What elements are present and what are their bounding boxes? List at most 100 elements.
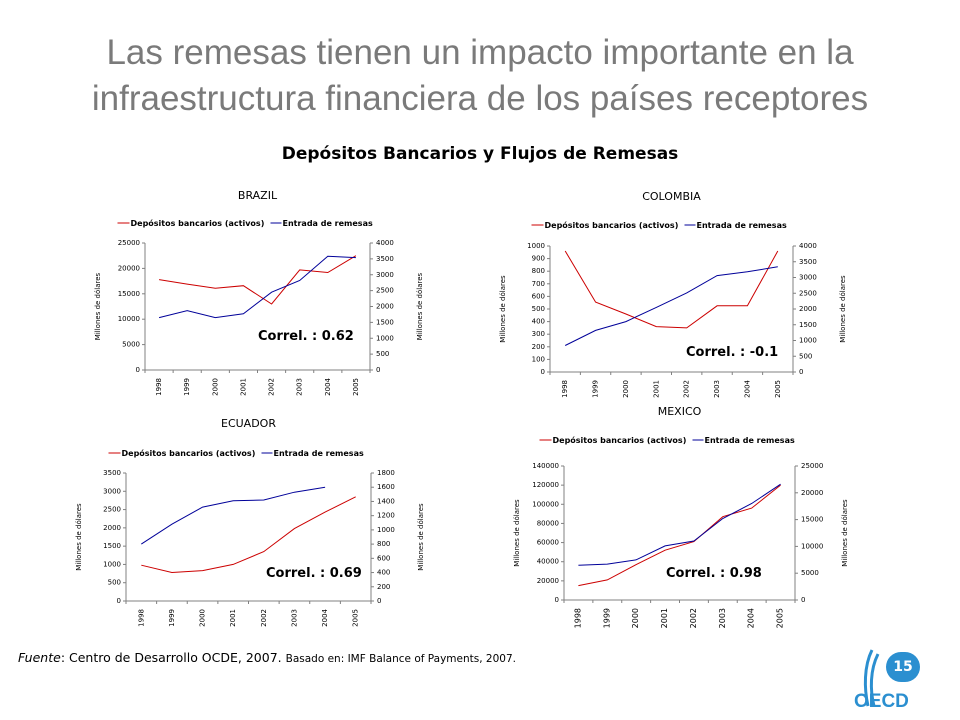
y-left-tick-label: 120000 <box>532 481 559 489</box>
y-right-tick-label: 0 <box>376 366 380 374</box>
colombia-y-right-label: Millones de dólares <box>839 275 847 343</box>
y-right-tick-label: 2500 <box>799 289 817 297</box>
legend-label-deposits: Depósitos bancarios (activos) <box>122 448 256 458</box>
y-left-tick-label: 1000 <box>527 242 545 250</box>
y-right-tick-label: 1500 <box>799 321 817 329</box>
y-right-tick-label: 500 <box>376 350 389 358</box>
y-left-tick-label: 2500 <box>103 506 121 514</box>
y-right-tick-label: 400 <box>377 569 390 577</box>
mexico-legend: Depósitos bancarios (activos) Entrada de … <box>539 435 795 445</box>
mexico-correlation-label: Correl. : 0.98 <box>666 566 762 581</box>
based-on-text: Basado en: IMF Balance of Payments, 2007… <box>285 653 516 665</box>
y-left-tick-label: 0 <box>117 597 121 605</box>
series-remittances-line <box>158 255 356 319</box>
x-tick-label: 2000 <box>622 380 630 398</box>
mexico-y-right-label: Millones de dólares <box>841 499 849 567</box>
y-right-tick-label: 3500 <box>799 258 817 266</box>
page-title: Las remesas tienen un impacto importante… <box>91 33 869 118</box>
source-label: Fuente <box>18 650 61 665</box>
y-left-tick-label: 500 <box>532 305 545 313</box>
x-tick-label: 2002 <box>260 609 268 627</box>
y-right-tick-label: 10000 <box>801 542 823 550</box>
x-tick-label: 2002 <box>689 608 698 628</box>
y-right-tick-label: 20000 <box>801 489 823 497</box>
x-tick-label: 2001 <box>229 609 237 627</box>
y-left-tick-label: 140000 <box>532 462 559 470</box>
y-left-tick-label: 3000 <box>103 487 121 495</box>
y-left-tick-label: 500 <box>108 579 121 587</box>
mexico-chart: MEXICO Depósitos bancarios (activos) Entra… <box>513 405 849 628</box>
x-tick-label: 2001 <box>660 608 669 628</box>
y-right-tick-label: 1000 <box>376 334 394 342</box>
y-right-tick-label: 3000 <box>799 274 817 282</box>
brazil-legend: Depósitos bancarios (activos) Entrada de … <box>117 218 373 228</box>
x-tick-label: 1998 <box>137 609 145 627</box>
ecuador-correlation-label: Correl. : 0.69 <box>266 566 362 581</box>
x-tick-label: 2003 <box>713 380 721 398</box>
source-footnote: Fuente: Centro de Desarrollo OCDE, 2007.… <box>18 650 516 665</box>
y-right-tick-label: 2500 <box>376 287 394 295</box>
ecuador-chart-title: ECUADOR <box>221 417 276 430</box>
x-tick-label: 2005 <box>776 608 785 628</box>
y-left-tick-label: 300 <box>532 330 545 338</box>
y-left-tick-label: 3500 <box>103 469 121 477</box>
y-left-tick-label: 600 <box>532 292 545 300</box>
brazil-y-left-label: Millones de dólares <box>94 272 102 340</box>
legend-label-deposits: Depósitos bancarios (activos) <box>131 218 265 228</box>
legend-label-deposits: Depósitos bancarios (activos) <box>553 435 687 445</box>
x-tick-label: 2000 <box>211 378 219 396</box>
y-left-tick-label: 80000 <box>537 519 559 527</box>
y-left-tick-label: 700 <box>532 280 545 288</box>
x-tick-label: 2003 <box>718 608 727 628</box>
ecuador-y-right-label: Millones de dólares <box>417 503 425 571</box>
y-left-tick-label: 25000 <box>118 239 140 247</box>
y-right-tick-label: 200 <box>377 583 390 591</box>
y-right-tick-label: 1600 <box>377 483 395 491</box>
x-tick-label: 1999 <box>168 609 176 627</box>
colombia-chart: COLOMBIA Depósitos bancarios (activos) Ent… <box>499 190 847 398</box>
y-right-tick-label: 4000 <box>376 239 394 247</box>
y-left-tick-label: 0 <box>136 366 140 374</box>
brazil-y-right-label: Millones de dólares <box>416 272 424 340</box>
x-tick-label: 2004 <box>743 379 751 397</box>
chart-group-subtitle: Depósitos Bancarios y Flujos de Remesas <box>281 144 679 164</box>
legend-label-remittances: Entrada de remesas <box>274 449 364 458</box>
y-right-tick-label: 15000 <box>801 516 823 524</box>
y-left-tick-label: 20000 <box>118 264 140 272</box>
x-tick-label: 1999 <box>592 380 600 398</box>
y-right-tick-label: 800 <box>377 540 390 548</box>
oecd-logo: OECD <box>854 649 909 710</box>
x-tick-label: 2004 <box>321 608 329 626</box>
series-deposits-line <box>141 496 356 574</box>
y-left-tick-label: 400 <box>532 318 545 326</box>
series-deposits-line <box>578 484 781 587</box>
colombia-legend: Depósitos bancarios (activos) Entrada de … <box>531 220 787 230</box>
x-tick-label: 2004 <box>324 377 332 395</box>
ecuador-chart: ECUADOR Depósitos bancarios (activos) Entr… <box>75 417 425 627</box>
colombia-chart-title: COLOMBIA <box>642 190 701 203</box>
legend-label-deposits: Depósitos bancarios (activos) <box>545 220 679 230</box>
y-right-tick-label: 0 <box>799 368 803 376</box>
legend-label-remittances: Entrada de remesas <box>697 221 787 230</box>
y-left-tick-label: 800 <box>532 267 545 275</box>
y-left-tick-label: 40000 <box>537 558 559 566</box>
colombia-correlation-label: Correl. : -0.1 <box>686 345 778 360</box>
y-right-tick-label: 3000 <box>376 271 394 279</box>
y-right-tick-label: 1000 <box>799 337 817 345</box>
y-right-tick-label: 4000 <box>799 242 817 250</box>
x-tick-label: 2005 <box>774 380 782 398</box>
y-left-tick-label: 0 <box>541 368 545 376</box>
y-left-tick-label: 0 <box>555 596 559 604</box>
x-tick-label: 2003 <box>296 378 304 396</box>
source-text: : Centro de Desarrollo OCDE, 2007. <box>60 650 282 665</box>
y-left-tick-label: 5000 <box>122 341 140 349</box>
series-remittances-line <box>578 483 781 566</box>
x-tick-label: 2004 <box>747 608 756 628</box>
ecuador-legend: Depósitos bancarios (activos) Entrada de … <box>108 448 364 458</box>
y-left-tick-label: 60000 <box>537 539 559 547</box>
x-tick-label: 1999 <box>183 378 191 396</box>
y-right-tick-label: 500 <box>799 352 812 360</box>
y-right-tick-label: 0 <box>801 596 805 604</box>
x-tick-label: 2002 <box>268 378 276 396</box>
x-tick-label: 2003 <box>290 609 298 627</box>
